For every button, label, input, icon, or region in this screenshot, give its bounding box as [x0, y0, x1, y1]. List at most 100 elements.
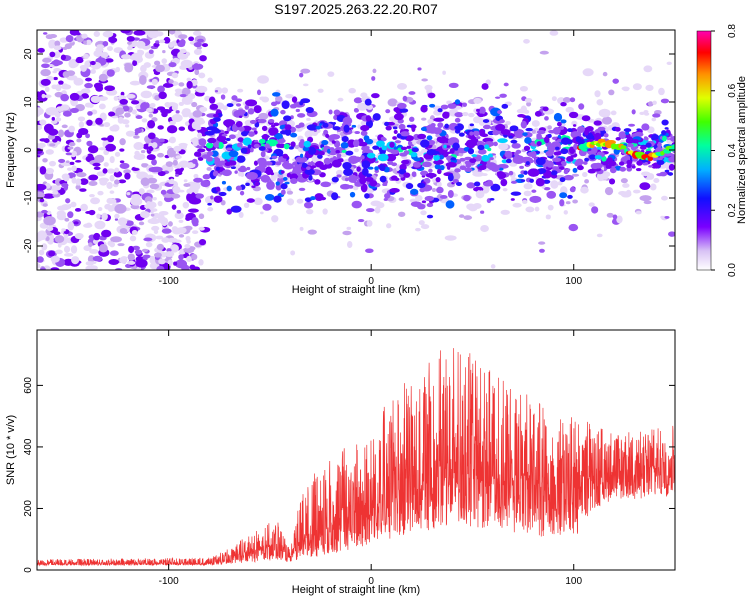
- heatmap-cell: [53, 45, 62, 51]
- heatmap-cell: [168, 180, 174, 185]
- heatmap-cell: [498, 142, 509, 151]
- heatmap-cell: [286, 190, 294, 195]
- heatmap-cell: [178, 160, 190, 168]
- heatmap-cell: [365, 115, 372, 122]
- heatmap-cell: [113, 95, 119, 101]
- figure-title: S197.2025.263.22.20.R07: [274, 1, 438, 17]
- heatmap-cell: [548, 129, 557, 134]
- heatmap-cell: [109, 125, 118, 132]
- heatmap-cell: [439, 165, 445, 171]
- heatmap-cell: [160, 189, 167, 195]
- heatmap-cell: [452, 142, 460, 151]
- heatmap-cell: [198, 259, 204, 266]
- heatmap-cell: [566, 155, 574, 162]
- heatmap-cell: [63, 173, 70, 182]
- heatmap-cell: [426, 135, 433, 141]
- heatmap-cell: [136, 40, 146, 49]
- heatmap-cell: [283, 115, 292, 122]
- heatmap-cell: [342, 161, 352, 170]
- heatmap-cell: [362, 167, 369, 176]
- heatmap-cell: [240, 147, 248, 154]
- heatmap-cell: [188, 36, 195, 42]
- heatmap-cell: [454, 168, 461, 173]
- snr-x-tick-label: 100: [565, 576, 582, 587]
- heatmap-cell: [85, 39, 92, 46]
- heatmap-cell: [545, 214, 551, 220]
- heatmap-cell: [383, 198, 388, 202]
- heatmap-cell: [41, 209, 48, 214]
- heatmap-cell: [101, 212, 108, 221]
- heatmap-cell: [73, 77, 84, 86]
- heatmap-cell: [626, 143, 634, 148]
- heatmap-cell: [530, 150, 537, 159]
- heatmap-cell: [401, 159, 410, 165]
- heatmap-cell: [203, 145, 207, 149]
- heatmap-cell: [164, 251, 175, 257]
- heatmap-cell: [412, 161, 422, 168]
- heatmap-cell: [454, 99, 461, 105]
- heatmap-cell: [553, 112, 563, 122]
- heatmap-cell: [404, 135, 414, 142]
- heatmap-cell: [124, 62, 134, 73]
- heatmap-cell: [666, 61, 672, 66]
- heatmap-cell: [374, 166, 379, 171]
- heatmap-cell: [490, 107, 502, 117]
- heatmap-cell: [517, 114, 526, 118]
- heatmap-cell: [179, 93, 187, 98]
- heatmap-cell: [639, 195, 652, 202]
- heatmap-cell: [525, 206, 535, 213]
- heatmap-cell: [437, 168, 442, 175]
- heatmap-cell: [275, 95, 283, 102]
- heatmap-cell: [209, 103, 219, 110]
- heatmap-cell: [225, 121, 231, 128]
- heatmap-cell: [376, 140, 385, 147]
- heatmap-cell: [162, 50, 166, 54]
- heatmap-cell: [251, 127, 257, 131]
- heatmap-cell: [354, 130, 361, 135]
- heatmap-cell: [648, 165, 654, 168]
- heatmap-cell: [45, 107, 59, 116]
- heatmap-cell: [74, 233, 84, 240]
- heatmap-cell: [157, 171, 166, 177]
- heatmap-cell: [304, 168, 315, 176]
- heatmap-cell: [578, 103, 585, 110]
- heatmap-cell: [109, 241, 116, 248]
- heatmap-cell: [582, 161, 588, 165]
- heatmap-cell: [392, 136, 397, 140]
- heatmap-cell: [476, 108, 480, 112]
- heatmap-cell: [90, 95, 101, 104]
- heatmap-cell: [141, 163, 149, 168]
- heatmap-cell: [44, 94, 52, 98]
- heatmap-cell: [420, 126, 428, 132]
- heatmap-cell: [182, 111, 187, 118]
- heatmap-cell: [114, 167, 120, 173]
- heatmap-cell: [367, 166, 374, 170]
- heatmap-cell: [124, 172, 131, 180]
- heatmap-cell: [83, 40, 87, 45]
- heatmap-cell: [315, 125, 322, 130]
- heatmap-cell: [166, 147, 176, 158]
- heatmap-cell: [129, 80, 141, 86]
- heatmap-cell: [458, 214, 465, 218]
- heatmap-cell: [210, 150, 219, 157]
- heatmap-cell: [52, 138, 58, 143]
- heatmap-cell: [177, 41, 186, 48]
- heatmap-cell: [70, 245, 78, 254]
- heatmap-cell: [171, 204, 177, 210]
- heatmap-cell: [320, 181, 332, 188]
- heatmap-cell: [478, 128, 486, 137]
- heatmap-cell: [74, 207, 82, 212]
- heatmap-cell: [108, 36, 118, 44]
- heatmap-cell: [39, 198, 45, 203]
- heatmap-cell: [271, 155, 278, 159]
- heatmap-cell: [572, 124, 577, 127]
- heatmap-cell: [563, 174, 574, 181]
- heatmap-cell: [534, 110, 542, 117]
- heatmap-cell: [478, 106, 486, 115]
- heatmap-cell: [542, 106, 549, 112]
- heatmap-cell: [206, 166, 212, 171]
- heatmap-cell: [284, 124, 292, 131]
- heatmap-cell: [348, 174, 358, 183]
- heatmap-cell: [643, 112, 650, 116]
- heatmap-cell: [135, 259, 148, 268]
